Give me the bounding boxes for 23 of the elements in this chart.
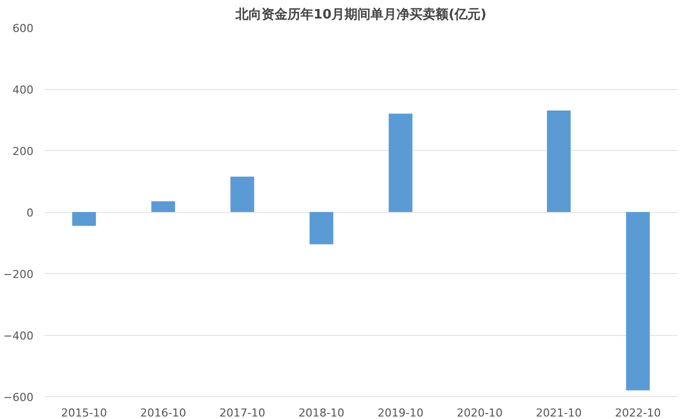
y-tick-label: 400: [12, 84, 34, 96]
y-tick-label: 200: [12, 145, 34, 158]
x-tick-label: 2019-10: [378, 406, 424, 419]
y-tick-label: 0: [26, 206, 34, 220]
y-tick-label: −400: [3, 330, 34, 342]
y-tick-label: −200: [3, 268, 34, 281]
bar: [230, 176, 254, 212]
y-tick-label: −600: [3, 391, 34, 404]
bar: [546, 110, 571, 212]
bar: [72, 212, 96, 226]
bar: [151, 201, 176, 212]
bar: [310, 212, 334, 244]
x-tick-label: 2015-10: [61, 406, 108, 419]
x-tick-label: 2018-10: [298, 406, 344, 419]
bar: [626, 212, 650, 390]
x-tick-label: 2020-10: [456, 406, 503, 419]
x-tick-label: 2016-10: [140, 406, 186, 419]
x-tick-label: 2021-10: [536, 406, 582, 419]
x-tick-label: 2017-10: [219, 406, 266, 419]
y-tick-label: 600: [12, 22, 34, 35]
bar: [388, 114, 412, 212]
chart-title: 北向资金历年10月期间单月净买卖额(亿元): [234, 6, 486, 22]
x-tick-label: 2022-10: [614, 406, 661, 419]
